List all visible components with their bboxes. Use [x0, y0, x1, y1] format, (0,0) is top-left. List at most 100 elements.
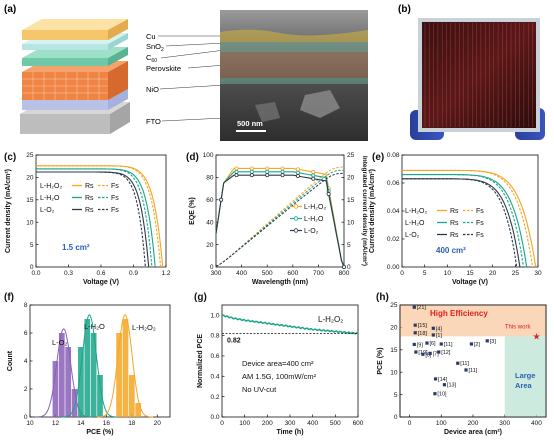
benchmark-ref-label: [21] [417, 305, 427, 311]
benchmark-point [428, 351, 432, 355]
region-high-efficiency [400, 305, 546, 337]
panel-h-frame-top [399, 304, 547, 418]
x-tick-label: 500 [330, 420, 341, 427]
reference-value-label: 0.82 [227, 338, 241, 345]
histogram-bar [84, 319, 91, 417]
y-tick-label: 0.06 [387, 180, 400, 187]
module-active-area [422, 22, 536, 128]
layer-labels: Cu SnO2 C60 Perovskite NiO FTO [146, 32, 181, 126]
eqe-marker [249, 166, 254, 171]
y-tick-label: 0.6 [210, 353, 219, 360]
y-tick-label: 10 [390, 369, 398, 376]
histogram-bar [122, 319, 129, 417]
benchmark-ref-label: [10] [437, 392, 447, 398]
x-tick-label: 14 [77, 420, 85, 427]
legend-label: L-H₂O [405, 220, 425, 227]
panel-c-jv-chart: 0.0 0.3 0.6 0.9 1.2 0 5 10 15 20 25 Voltage (V) Curr… [5, 152, 171, 286]
y-tick-label: 0.8 [210, 333, 219, 340]
benchmark-point [414, 350, 418, 354]
layer-label-fto: FTO [146, 117, 161, 126]
y-axis-label: Count [7, 350, 14, 371]
x-tick-label: 500 [262, 270, 273, 277]
benchmark-point [433, 377, 438, 381]
x-tick-label: 0 [220, 420, 224, 427]
benchmark-ref-label: [7] [433, 351, 440, 357]
series-label: L-H₂O₂ [318, 315, 343, 324]
benchmark-ref-label: [3] [490, 339, 497, 345]
eqe-marker [249, 169, 254, 174]
x-tick-label: 700 [313, 270, 324, 277]
layer-label-cu: Cu [146, 32, 156, 41]
legend-label: L-H₂O [40, 195, 60, 202]
jv-curve [402, 178, 518, 268]
condition-note: AM 1.5G, 100mW/cm² [242, 372, 317, 381]
panel-e-tag: (e) [372, 152, 384, 163]
layer-label-nio: NiO [146, 85, 159, 94]
y-tick-label: 0 [24, 414, 28, 421]
eqe-curve [215, 171, 345, 268]
y2-tick-label: 5 [347, 242, 351, 249]
y-tick-label: 0.4 [210, 373, 219, 380]
x-tick-label: 400 [531, 420, 542, 427]
y-tick-label: 6 [24, 330, 28, 337]
panel-d-eqe-chart: 300 400 500 600 700 800020406080100Wavelength… [189, 152, 368, 286]
histogram-bar [128, 375, 135, 417]
benchmark-ref-label: [8] [425, 352, 432, 358]
histogram-bar [58, 333, 65, 417]
y2-tick-label: 10 [347, 219, 355, 226]
x-tick-label: 0.3 [64, 270, 73, 277]
legend-rs-label: Rs [450, 208, 459, 215]
legend-marker [293, 216, 299, 221]
jv-curve [402, 169, 537, 268]
benchmark-ref-label: [15] [418, 323, 428, 329]
eqe-marker [234, 169, 239, 174]
legend-rs-label: Rs [450, 232, 459, 239]
x-tick-label: 5 [423, 270, 427, 277]
y-axis-label: Normalized PCE [197, 334, 204, 388]
legend-rs-label: Rs [85, 195, 94, 202]
eqe-marker [295, 174, 300, 179]
jv-curve [36, 171, 146, 268]
y-tick-label: 0 [394, 414, 398, 421]
benchmark-point [412, 305, 416, 309]
x-tick-label: 200 [262, 420, 273, 427]
x-tick-label: 300 [285, 420, 296, 427]
x-tick-label: 10 [26, 420, 34, 427]
scale-bar-label: 500 nm [237, 119, 263, 128]
panel-f-histogram: 10 12 14 16 18 20 0 2 4 6 8 PCE (%) Count L-O₂ L-H₂O L-… [7, 302, 171, 436]
x-axis-label: Voltage (V) [83, 279, 119, 286]
eqe-marker [265, 166, 270, 171]
eqe-marker [219, 197, 224, 202]
dist-label-o2: L-O₂ [52, 338, 68, 347]
legend-label: L-H₂O₂ [40, 183, 62, 190]
benchmark-ref-label: [13] [447, 383, 457, 389]
benchmark-point [464, 368, 468, 372]
x-tick-label: 30 [534, 270, 542, 277]
x-tick-label: 0.0 [31, 270, 40, 277]
integrated-current-curve [215, 166, 344, 267]
y-tick-label: 20 [206, 242, 214, 249]
x-tick-label: 600 [287, 270, 298, 277]
x-tick-label: 400 [236, 270, 247, 277]
y-tick-label: 80 [206, 175, 214, 182]
eqe-curve [215, 174, 345, 268]
y-tick-label: 25 [26, 152, 34, 159]
x-tick-label: 0 [400, 270, 404, 277]
stability-curve [221, 314, 359, 335]
x-axis-label: Device area (cm²) [444, 429, 502, 436]
x-tick-label: 300 [211, 270, 222, 277]
benchmark-ref-label: [14] [438, 377, 448, 383]
eqe-marker [326, 192, 331, 197]
y-tick-label: 0.04 [387, 208, 400, 215]
region-high-efficiency-label: High Efficiency [430, 309, 488, 318]
eqe-marker [280, 173, 285, 178]
y-tick-label: 0.2 [210, 394, 219, 401]
x-tick-label: 20 [489, 270, 497, 277]
x-axis-label: PCE (%) [86, 429, 113, 436]
panel-e-area-label: 400 cm² [436, 246, 466, 255]
legend-label: L-O₂ [405, 232, 420, 239]
legend-label: L-H₂O [304, 216, 324, 223]
histogram-bar [135, 403, 142, 417]
eqe-marker [249, 173, 254, 178]
